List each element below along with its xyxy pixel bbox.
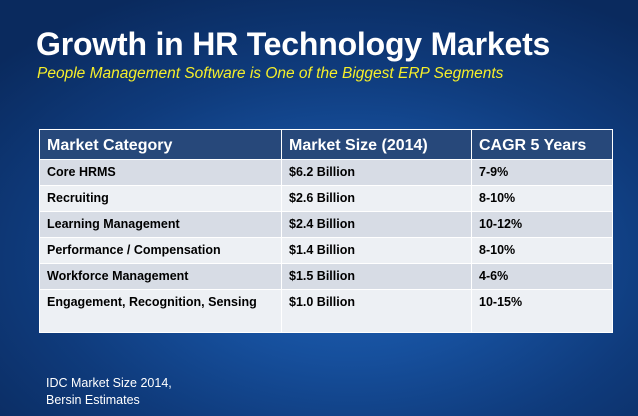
- cell-market-size: $1.4 Billion: [281, 237, 472, 264]
- cell-category: Recruiting: [39, 185, 282, 212]
- cell-category: Performance / Compensation: [39, 237, 282, 264]
- market-table: Market Category Market Size (2014) CAGR …: [39, 129, 613, 333]
- table-row: Learning Management $2.4 Billion 10-12%: [39, 211, 613, 238]
- cell-category: Learning Management: [39, 211, 282, 238]
- cell-market-size: $6.2 Billion: [281, 159, 472, 186]
- cell-cagr: 10-12%: [471, 211, 613, 238]
- cell-cagr: 4-6%: [471, 263, 613, 290]
- cell-market-size: $2.4 Billion: [281, 211, 472, 238]
- header-market-size: Market Size (2014): [281, 129, 472, 160]
- cell-market-size: $1.5 Billion: [281, 263, 472, 290]
- cell-cagr: 7-9%: [471, 159, 613, 186]
- cell-market-size: $2.6 Billion: [281, 185, 472, 212]
- cell-category: Engagement, Recognition, Sensing: [39, 289, 282, 333]
- slide-subtitle: People Management Software is One of the…: [37, 65, 504, 82]
- cell-category: Core HRMS: [39, 159, 282, 186]
- table-row: Engagement, Recognition, Sensing $1.0 Bi…: [39, 289, 613, 333]
- source-note: IDC Market Size 2014, Bersin Estimates: [46, 375, 172, 409]
- cell-cagr: 10-15%: [471, 289, 613, 333]
- table-header-row: Market Category Market Size (2014) CAGR …: [39, 129, 613, 160]
- cell-market-size: $1.0 Billion: [281, 289, 472, 333]
- table-row: Performance / Compensation $1.4 Billion …: [39, 237, 613, 264]
- header-market-category: Market Category: [39, 129, 282, 160]
- table-row: Core HRMS $6.2 Billion 7-9%: [39, 159, 613, 186]
- cell-cagr: 8-10%: [471, 237, 613, 264]
- header-cagr: CAGR 5 Years: [471, 129, 613, 160]
- slide-title: Growth in HR Technology Markets: [36, 26, 551, 62]
- table-row: Workforce Management $1.5 Billion 4-6%: [39, 263, 613, 290]
- cell-cagr: 8-10%: [471, 185, 613, 212]
- source-line-2: Bersin Estimates: [46, 393, 140, 407]
- cell-category: Workforce Management: [39, 263, 282, 290]
- table-row: Recruiting $2.6 Billion 8-10%: [39, 185, 613, 212]
- source-line-1: IDC Market Size 2014,: [46, 376, 172, 390]
